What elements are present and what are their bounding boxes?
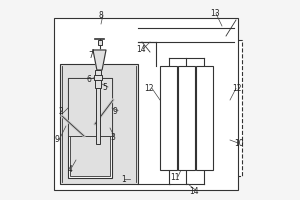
Bar [68,78,112,178]
Text: 8: 8 [99,10,103,20]
Text: 3: 3 [111,134,116,142]
Text: 5: 5 [103,83,107,92]
Bar [70,136,110,176]
Text: 14: 14 [189,186,199,196]
Polygon shape [93,50,106,70]
Bar [94,75,102,80]
Bar [160,66,177,170]
Text: 11: 11 [170,172,180,182]
Bar [68,78,112,136]
Bar [154,40,242,176]
Text: 9: 9 [55,136,59,144]
Text: 1: 1 [122,176,126,184]
Text: 14: 14 [136,45,146,53]
Bar [54,18,238,190]
Text: 12: 12 [144,84,154,93]
Text: 7: 7 [88,51,93,60]
Text: 12: 12 [232,84,242,93]
Text: 9: 9 [112,106,117,116]
Text: 10: 10 [234,140,244,148]
Text: 13: 13 [210,9,220,19]
Bar [95,70,101,88]
Bar [98,40,102,45]
Bar [60,64,138,184]
Bar [196,66,213,170]
Text: 2: 2 [58,108,63,116]
Text: 4: 4 [68,164,72,173]
Bar [178,66,195,170]
Text: 6: 6 [87,74,92,84]
Bar [96,70,100,144]
